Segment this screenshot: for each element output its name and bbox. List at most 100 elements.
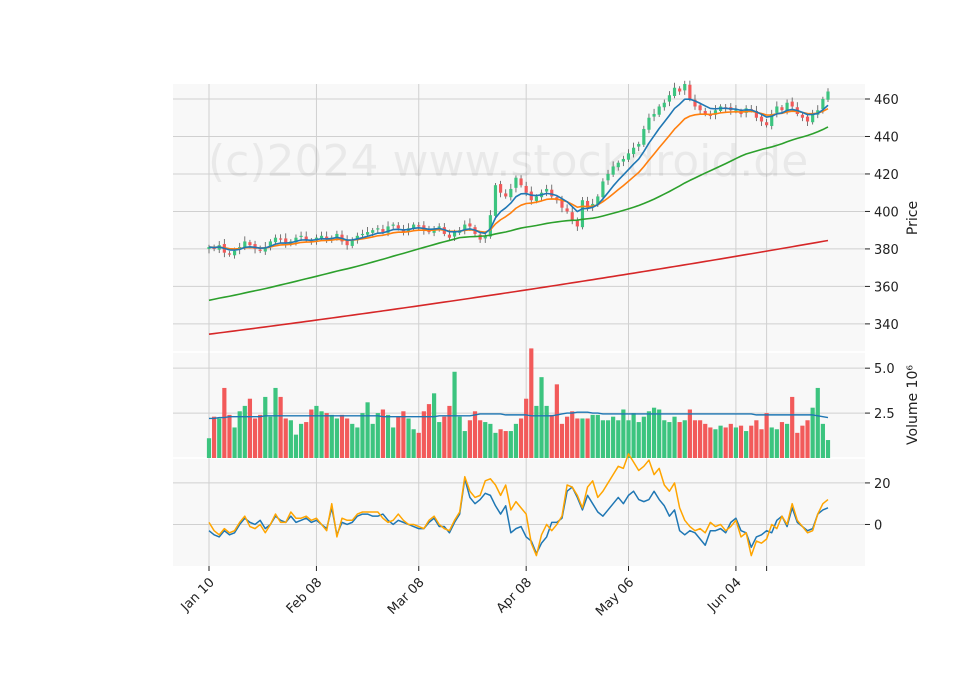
candle-body bbox=[452, 232, 457, 237]
volume-bar bbox=[565, 416, 570, 458]
candle-body bbox=[366, 232, 370, 235]
volume-bar bbox=[503, 431, 508, 458]
indicator-line-blue bbox=[208, 478, 829, 555]
volume-bar bbox=[513, 423, 519, 458]
candle-body bbox=[780, 107, 784, 111]
candle-body bbox=[355, 235, 359, 241]
volume-bar bbox=[442, 416, 447, 458]
volume-bar bbox=[375, 413, 380, 458]
volume-bar bbox=[334, 418, 339, 458]
volume-bar bbox=[672, 416, 677, 458]
candle-body bbox=[821, 98, 825, 110]
candle-body bbox=[637, 143, 641, 147]
price-axis-label: Price bbox=[905, 201, 921, 235]
candle-body bbox=[606, 173, 610, 181]
volume-bar bbox=[457, 416, 462, 458]
indicator-panel bbox=[208, 453, 829, 557]
candle-body bbox=[284, 238, 288, 244]
candle-body bbox=[519, 178, 523, 186]
volume-bar bbox=[636, 422, 641, 458]
volume-bar bbox=[421, 411, 426, 458]
volume-bar bbox=[314, 405, 319, 458]
x-tick-label: May 06 bbox=[593, 575, 637, 619]
candle-body bbox=[632, 147, 636, 155]
candle-body bbox=[754, 110, 758, 118]
candle-body bbox=[412, 224, 416, 230]
volume-bar bbox=[416, 432, 421, 458]
volume-bar bbox=[391, 427, 396, 458]
volume-bar bbox=[237, 411, 242, 458]
volume-bar bbox=[273, 387, 278, 458]
candle-body bbox=[621, 158, 625, 162]
candle-body bbox=[585, 200, 590, 208]
candle-body bbox=[319, 235, 324, 239]
volume-bar bbox=[539, 377, 544, 458]
volume-bar bbox=[258, 414, 263, 458]
candle-body bbox=[570, 212, 574, 221]
candle-body bbox=[493, 185, 498, 216]
candle-body bbox=[811, 113, 815, 123]
volume-bar bbox=[380, 409, 386, 458]
ma200-line bbox=[208, 239, 829, 335]
volume-bar bbox=[805, 420, 810, 458]
candle-body bbox=[662, 102, 666, 108]
volume-bar bbox=[774, 429, 779, 458]
volume-bar bbox=[713, 429, 718, 458]
volume-bar bbox=[723, 427, 728, 458]
volume-panel bbox=[206, 348, 831, 458]
candle-body bbox=[268, 241, 272, 246]
candle-body bbox=[647, 117, 651, 130]
volume-bar bbox=[227, 414, 232, 458]
candle-body bbox=[667, 95, 671, 102]
candle-body bbox=[703, 110, 707, 114]
candle-body bbox=[468, 223, 472, 227]
indicator-y-tick-label: 20 bbox=[874, 477, 891, 492]
volume-bar bbox=[355, 427, 360, 458]
volume-bar bbox=[304, 422, 309, 458]
volume-bar bbox=[549, 414, 554, 458]
candle-body bbox=[708, 114, 712, 116]
candle-body bbox=[765, 122, 769, 126]
candle-body bbox=[263, 247, 267, 252]
volume-bar bbox=[524, 398, 529, 458]
volume-bar bbox=[626, 420, 631, 458]
volume-bar bbox=[590, 414, 595, 458]
price-panel bbox=[207, 80, 830, 335]
volume-bar bbox=[692, 420, 698, 458]
volume-bar bbox=[600, 420, 606, 458]
candle-body bbox=[657, 106, 661, 115]
candle-body bbox=[258, 249, 262, 251]
volume-bar bbox=[437, 422, 442, 458]
candle-body bbox=[826, 91, 830, 100]
candle-body bbox=[688, 84, 692, 99]
volume-bar bbox=[206, 438, 212, 458]
candle-body bbox=[273, 237, 278, 243]
volume-bar bbox=[611, 416, 616, 458]
watermark: (c)2024 www.stockdroid.de bbox=[208, 136, 808, 187]
candle-body bbox=[672, 87, 677, 96]
price-y-tick-label: 440 bbox=[874, 130, 899, 145]
volume-bar bbox=[493, 432, 498, 458]
volume-bar bbox=[559, 423, 565, 458]
volume-bar bbox=[744, 431, 749, 458]
volume-bar bbox=[738, 425, 744, 458]
volume-bar bbox=[360, 413, 365, 458]
volume-bar bbox=[810, 407, 815, 458]
volume-bar bbox=[462, 431, 467, 458]
candle-body bbox=[376, 228, 380, 230]
price-panel-bg bbox=[173, 84, 865, 352]
candle-body bbox=[611, 166, 615, 175]
candle-body bbox=[248, 242, 252, 246]
price-y-tick-label: 360 bbox=[874, 280, 899, 295]
candle-body bbox=[504, 193, 508, 197]
candle-body bbox=[509, 188, 513, 198]
candle-body bbox=[800, 114, 805, 118]
volume-bar bbox=[350, 423, 355, 458]
volume-bar bbox=[575, 418, 580, 458]
volume-bar bbox=[283, 418, 288, 458]
candle-body bbox=[325, 236, 329, 240]
price-y-tick-label: 420 bbox=[874, 168, 899, 183]
candle-body bbox=[693, 99, 697, 107]
candle-body bbox=[294, 237, 298, 243]
candle-body bbox=[345, 240, 349, 246]
